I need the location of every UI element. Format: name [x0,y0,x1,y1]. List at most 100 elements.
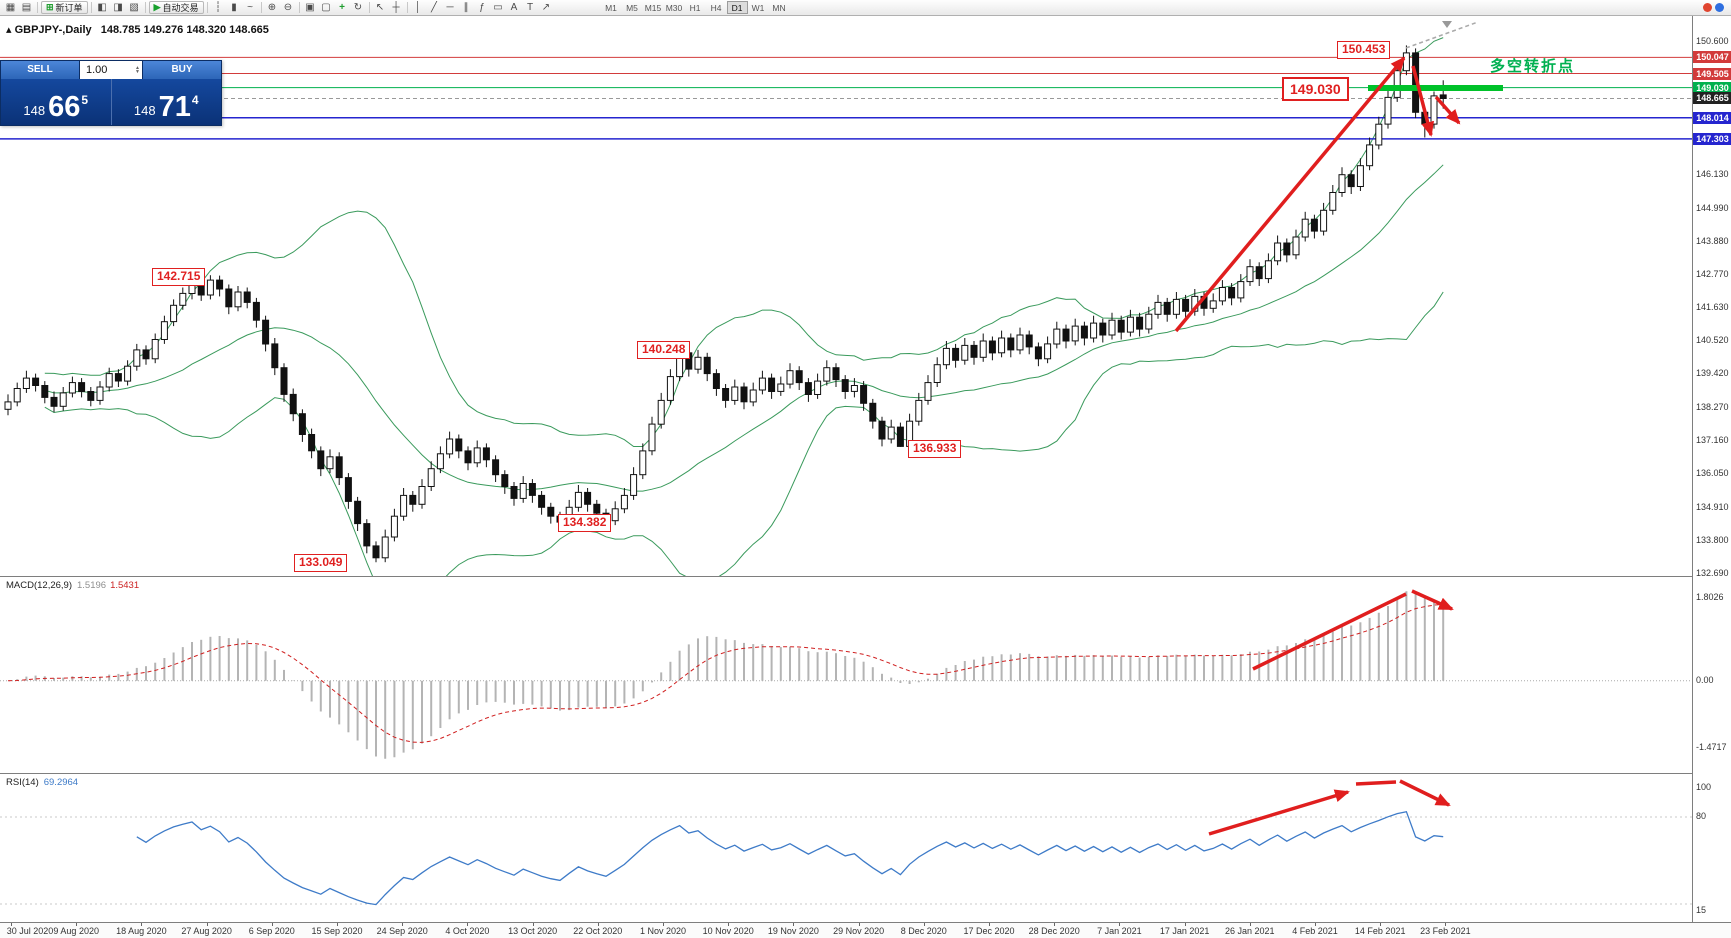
indicators-icon[interactable]: + [339,2,345,13]
price-label-annotation[interactable]: 150.453 [1337,41,1391,59]
macd-indicator-panel[interactable]: MACD(12,26,9) 1.5196 1.5431 [0,576,1692,773]
price-label-annotation[interactable]: 133.049 [294,554,348,572]
spinner-up-icon[interactable]: ▲ [135,65,140,71]
toolbar-separator [260,2,262,13]
candlestick-chart-icon[interactable]: ▮ [231,2,237,13]
macd-title: MACD(12,26,9) 1.5196 1.5431 [6,580,140,591]
crosshair-icon[interactable]: ┼ [392,2,400,13]
time-axis[interactable]: 30 Jul 2020 9 Aug 2020 18 Aug 2020 27 Aug 2… [0,922,1731,938]
new-order-button[interactable]: ⊞ 新订单 [41,1,88,14]
zoom-out-icon[interactable]: ⊖ [283,2,293,13]
chart-title: ▴ GBPJPY-,Daily 148.785 149.276 148.320 … [6,23,269,36]
price-label-annotation[interactable]: 134.382 [558,514,612,532]
timeframe-h1[interactable]: H1 [689,3,701,13]
price-level-badge: 148.014 [1693,111,1731,124]
price-chart-panel[interactable]: ▴ GBPJPY-,Daily 148.785 149.276 148.320 … [0,16,1692,576]
volume-input[interactable]: 1.00 ▲ ▼ [79,61,143,79]
rsi-tick-label: 15 [1696,905,1707,916]
date-label: 6 Sep 2020 [248,926,295,936]
price-label-annotation[interactable]: 136.933 [908,440,962,458]
auto-scroll-icon[interactable]: ↻ [353,2,363,13]
sell-price-button[interactable]: 148 66 5 [1,79,111,125]
macd-tick-label: -1.4717 [1696,742,1727,753]
auto-trading-button[interactable]: ▶ 自动交易 [148,1,204,14]
price-level-badge: 147.303 [1693,132,1731,145]
screenshot-icon[interactable] [1715,3,1724,12]
price-axis[interactable]: 150.600 146.130 144.990 143.880 142.770 141.6… [1692,16,1731,922]
trend-arrows[interactable] [1174,56,1461,333]
zoom-in-icon[interactable]: ⊕ [267,2,277,13]
timeframe-mn[interactable]: MN [772,3,786,13]
trendline-icon[interactable]: ╱ [430,2,438,13]
volume-spinner[interactable]: ▲ ▼ [135,65,140,75]
price-tick-label: 137.160 [1696,435,1729,446]
new-chart-icon[interactable]: ▦ [5,2,16,13]
macd-tick-label: 0.00 [1696,674,1714,685]
macd-trend-arrows[interactable] [1252,589,1454,671]
sell-price-point: 5 [81,92,89,107]
bar-chart-icon[interactable]: ┆ [214,2,222,13]
rsi-trend-arrows[interactable] [1208,779,1451,836]
timeframe-m5[interactable]: M5 [626,3,638,13]
time-tick [467,923,469,926]
text-icon[interactable]: A [510,2,518,13]
navigator-icon[interactable]: ▧ [129,2,139,13]
price-level-badge: 150.047 [1693,51,1731,64]
chart-list-icon[interactable]: ▤ [21,2,32,13]
cursor-icon[interactable]: ↖ [375,2,385,13]
fibonacci-icon[interactable]: ƒ [479,2,485,13]
auto-trading-button-label: 自动交易 [162,3,199,13]
timeframe-h4[interactable]: H4 [710,3,722,13]
time-tick [923,923,925,926]
chart-shift-marker[interactable] [1442,21,1452,28]
date-label: 7 Jan 2021 [1097,926,1142,936]
market-watch-icon[interactable]: ◧ [97,2,107,13]
shapes-icon[interactable]: ▭ [493,2,503,13]
turning-point-note[interactable]: 多空转折点 [1490,58,1576,75]
record-icon[interactable] [1703,3,1712,12]
macd-tick-label: 1.8026 [1696,592,1724,603]
time-tick [141,923,143,926]
price-tick-label: 142.770 [1696,268,1729,279]
price-label-annotation[interactable]: 149.030 [1282,77,1349,102]
label-icon[interactable]: T [526,2,534,13]
data-window-icon[interactable]: ◨ [113,2,123,13]
line-chart-icon[interactable]: ~ [247,2,253,13]
timeframe-m1[interactable]: M1 [605,3,617,13]
date-label: 22 Oct 2020 [573,926,623,936]
time-tick [271,923,273,926]
timeframe-m30[interactable]: M30 [665,3,683,13]
time-tick [1249,923,1251,926]
sell-button[interactable]: SELL [1,61,79,79]
timeframe-w1[interactable]: W1 [751,3,765,13]
cascade-windows-icon[interactable]: ▢ [321,2,331,13]
spinner-down-icon[interactable]: ▼ [135,69,140,75]
time-tick [597,923,599,926]
tile-windows-icon[interactable]: ▣ [305,2,315,13]
time-tick [11,923,12,926]
buy-price-button[interactable]: 148 71 4 [110,79,222,125]
timeframe-d1[interactable]: D1 [726,1,748,14]
price-tick-label: 150.600 [1696,36,1729,46]
time-tick [989,923,990,926]
time-tick [1184,923,1186,926]
price-tick-label: 139.420 [1696,368,1729,379]
channel-icon[interactable]: ∥ [463,2,469,13]
buy-button[interactable]: BUY [143,61,221,79]
rsi-indicator-panel[interactable]: RSI(14) 69.2964 [0,773,1692,922]
trend-projection-line[interactable] [1405,21,1479,49]
horizontal-level-lines[interactable] [0,56,1692,140]
price-label-annotation[interactable]: 142.715 [152,268,206,286]
date-label: 30 Jul 2020 [6,926,54,936]
buy-price-point: 4 [191,92,199,107]
date-label: 9 Aug 2020 [53,926,99,936]
arrows-icon[interactable]: ↗ [541,2,551,13]
time-tick [532,923,534,926]
price-label-annotation[interactable]: 140.248 [637,341,691,359]
play-icon: ▶ [153,2,161,12]
date-label: 4 Oct 2020 [445,926,490,936]
timeframe-m15[interactable]: M15 [644,3,662,13]
horizontal-line-icon[interactable]: ─ [446,2,454,13]
toolbar-right-group [1700,3,1728,12]
vertical-line-icon[interactable]: │ [414,2,422,13]
